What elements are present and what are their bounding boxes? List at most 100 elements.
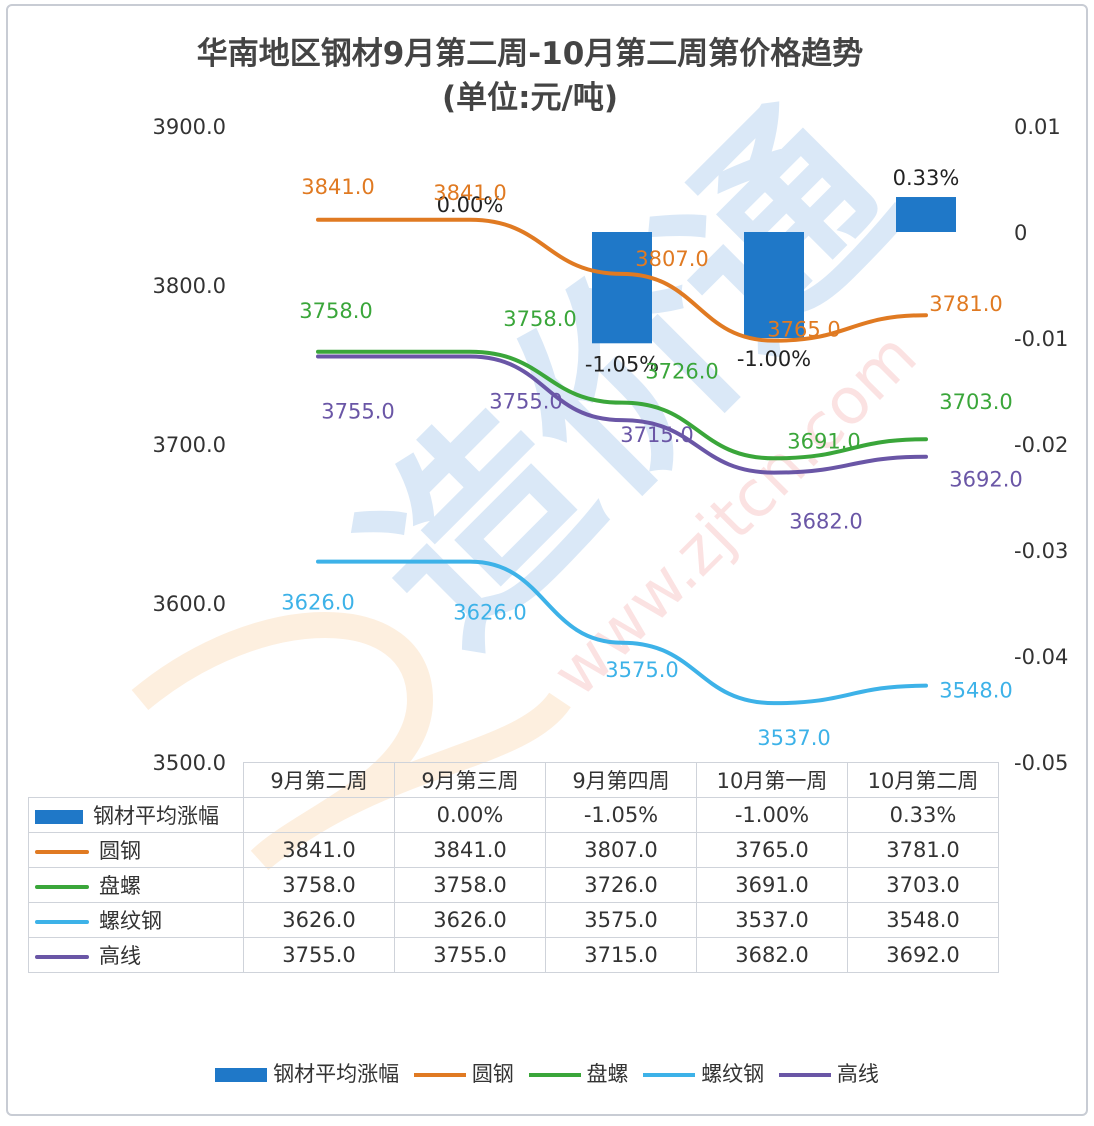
line-data-label: 3682.0 <box>789 510 862 534</box>
legend-key <box>215 1068 268 1082</box>
bar <box>592 232 652 344</box>
table-cell: 3692.0 <box>847 937 999 973</box>
table-cell: 3755.0 <box>243 937 395 973</box>
table-cell: 3807.0 <box>545 832 697 868</box>
right-axis-tick-label: 0 <box>1014 221 1027 245</box>
table-cell: 3726.0 <box>545 867 697 903</box>
bar-data-label: 0.33% <box>893 166 960 190</box>
bar <box>744 232 804 338</box>
table-row-label: 钢材平均涨幅 <box>93 804 219 828</box>
table-cell: 3575.0 <box>545 902 697 938</box>
line-legend-key <box>35 955 89 959</box>
table-cell: 3755.0 <box>394 937 546 973</box>
table-cell: 3626.0 <box>394 902 546 938</box>
bar <box>896 197 956 232</box>
table-cell: 3758.0 <box>243 867 395 903</box>
legend-item: 钢材平均涨幅 <box>215 1058 399 1088</box>
table-cell: 3691.0 <box>696 867 848 903</box>
data-table: 9月第二周 9月第三周 9月第四周 10月第一周 10月第二周 钢材平均涨幅 0… <box>28 762 999 973</box>
legend-item: 圆钢 <box>413 1058 514 1088</box>
table-cell: 0.33% <box>847 797 999 833</box>
line-data-label: 3765.0 <box>767 318 840 342</box>
table-row-header: 圆钢 <box>28 832 244 868</box>
table-cell <box>243 797 395 833</box>
table-cell: 3703.0 <box>847 867 999 903</box>
right-axis-tick-label: -0.02 <box>1014 433 1068 457</box>
table-cell: 3548.0 <box>847 902 999 938</box>
table-cell: 3841.0 <box>394 832 546 868</box>
line-data-label: 3841.0 <box>433 181 506 205</box>
line-data-label: 3758.0 <box>299 299 372 323</box>
table-header-cell: 10月第二周 <box>847 762 999 798</box>
data-labels: 0.00% -1.05% -1.00% 0.33% 3841.0 3841.0 3807.0… <box>281 166 1022 750</box>
table-row: 螺纹钢 3626.0 3626.0 3575.0 3537.0 3548.0 <box>28 902 999 938</box>
left-axis-tick-label: 3700.0 <box>153 433 226 457</box>
table-row-header: 高线 <box>28 937 244 973</box>
line-legend-key <box>35 850 89 854</box>
line-data-label: 3626.0 <box>281 591 354 615</box>
table-cell: 3765.0 <box>696 832 848 868</box>
chart-subtitle: (单位:元/吨) <box>441 80 619 116</box>
line-legend-key <box>35 920 89 924</box>
table-cell: 3537.0 <box>696 902 848 938</box>
table-row: 钢材平均涨幅 0.00% -1.05% -1.00% 0.33% <box>28 797 999 833</box>
chart-title: 华南地区钢材9月第二周-10月第二周第价格趋势 <box>196 36 864 72</box>
table-row: 高线 3755.0 3755.0 3715.0 3682.0 3692.0 <box>28 937 999 973</box>
series-line <box>316 354 928 475</box>
line-data-label: 3755.0 <box>321 400 394 424</box>
legend-label: 圆钢 <box>471 1062 514 1086</box>
table-header-cell: 9月第二周 <box>243 762 395 798</box>
line-data-label: 3726.0 <box>645 360 718 384</box>
line-data-label: 3841.0 <box>301 175 374 199</box>
legend-label: 高线 <box>836 1062 879 1086</box>
left-axis-tick-label: 3600.0 <box>153 592 226 616</box>
legend-label: 盘螺 <box>586 1062 629 1086</box>
bar-series <box>440 197 956 344</box>
line-data-label: 3703.0 <box>939 390 1012 414</box>
table-cell: -1.05% <box>545 797 697 833</box>
bar-data-label: 0.00% <box>437 193 504 217</box>
left-axis-tick-label: 3800.0 <box>153 274 226 298</box>
chart-legend: 钢材平均涨幅 圆钢 盘螺 螺纹钢 高线 <box>0 1058 1094 1088</box>
table-corner <box>28 762 244 798</box>
table-header-cell: 9月第四周 <box>545 762 697 798</box>
line-data-label: 3781.0 <box>929 292 1002 316</box>
line-data-label: 3692.0 <box>949 468 1022 492</box>
line-data-label: 3537.0 <box>757 726 830 750</box>
series-line <box>316 217 928 343</box>
right-axis-tick-label: -0.03 <box>1014 539 1068 563</box>
line-data-label: 3575.0 <box>605 658 678 682</box>
table-header-cell: 9月第三周 <box>394 762 546 798</box>
legend-key <box>413 1073 466 1077</box>
legend-item: 螺纹钢 <box>643 1058 764 1088</box>
table-cell: 3758.0 <box>394 867 546 903</box>
line-data-label: 3758.0 <box>503 307 576 331</box>
table-cell: 3682.0 <box>696 937 848 973</box>
legend-label: 钢材平均涨幅 <box>273 1062 400 1086</box>
chart-frame <box>6 4 1088 1116</box>
bar-data-label: -1.05% <box>585 352 659 376</box>
right-axis-tick-label: -0.01 <box>1014 327 1068 351</box>
series-line <box>316 559 928 706</box>
line-series <box>316 217 928 706</box>
table-row-header: 盘螺 <box>28 867 244 903</box>
table-cell: 0.00% <box>394 797 546 833</box>
table-row-label: 圆钢 <box>99 839 141 863</box>
line-data-label: 3755.0 <box>489 390 562 414</box>
bar-legend-key <box>35 810 83 824</box>
table-row-header: 钢材平均涨幅 <box>28 797 244 833</box>
right-axis-tick-label: -0.04 <box>1014 645 1068 669</box>
legend-item: 高线 <box>778 1058 879 1088</box>
right-axis: 0.01 0 -0.01 -0.02 -0.03 -0.04 -0.05 <box>1014 115 1068 775</box>
table-row-label: 高线 <box>99 944 141 968</box>
legend-key <box>778 1073 831 1077</box>
left-axis-tick-label: 3900.0 <box>153 115 226 139</box>
table-row-label: 螺纹钢 <box>99 909 162 933</box>
line-data-label: 3807.0 <box>635 247 708 271</box>
line-data-label: 3715.0 <box>620 423 693 447</box>
table-cell: -1.00% <box>696 797 848 833</box>
table-cell: 3715.0 <box>545 937 697 973</box>
table-cell: 3626.0 <box>243 902 395 938</box>
table-row-header: 螺纹钢 <box>28 902 244 938</box>
